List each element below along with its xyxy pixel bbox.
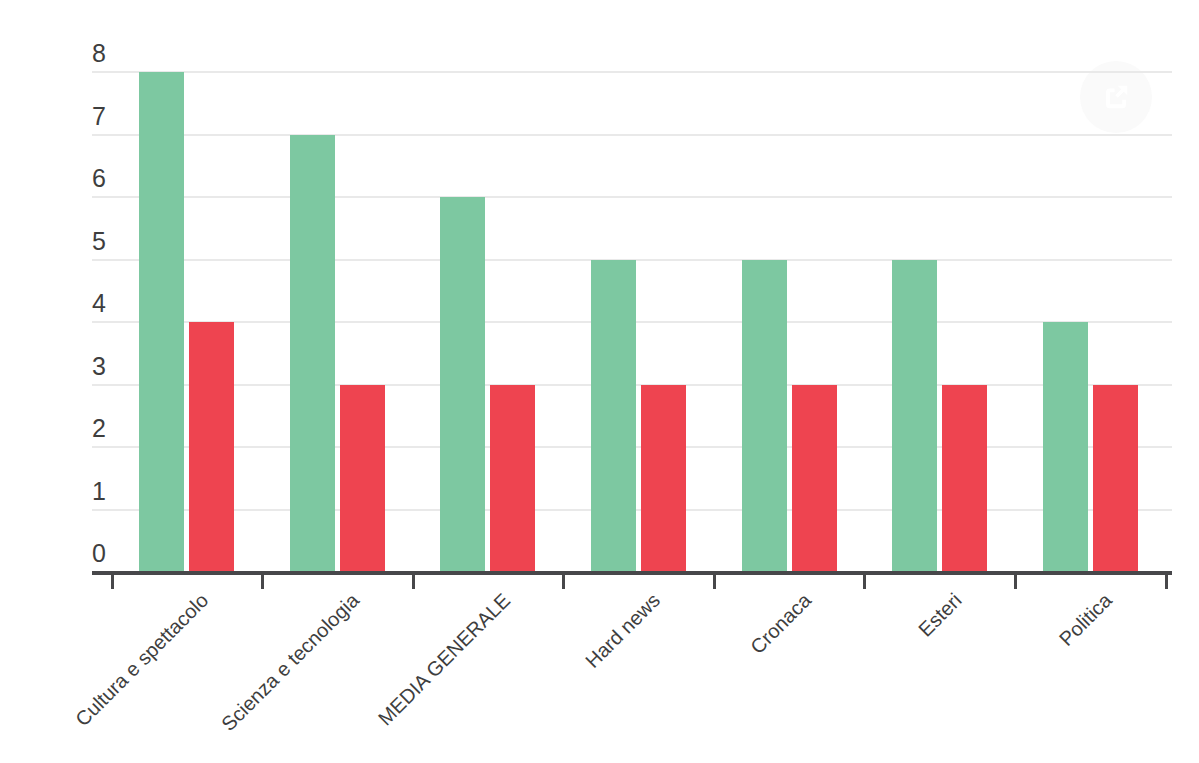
bar-red-series-3[interactable] (490, 385, 535, 573)
y-axis-tick-label: 1 (92, 479, 106, 504)
x-axis-tick (412, 575, 415, 589)
x-axis-tick (713, 575, 716, 589)
share-icon (1099, 80, 1133, 114)
x-axis-category-label: Politica (1055, 589, 1116, 650)
y-axis-tick-label: 7 (92, 104, 106, 129)
bar-green-series-3[interactable] (440, 197, 485, 572)
y-axis-tick-label: 8 (92, 41, 106, 66)
bar-red-series-6[interactable] (942, 385, 987, 573)
y-axis-tick-label: 3 (92, 354, 106, 379)
grouped-bar-chart: 0 1 2 3 4 5 6 7 8 Cultura e spettacoloScienza e t… (0, 0, 1199, 763)
y-axis-tick-label: 6 (92, 166, 106, 191)
bar-green-series-5[interactable] (742, 260, 787, 573)
bar-green-series-2[interactable] (290, 135, 335, 573)
bar-green-series-1[interactable] (139, 72, 184, 572)
y-axis-tick-label: 0 (92, 541, 106, 566)
x-axis-tick (261, 575, 264, 589)
gridline (92, 134, 1172, 136)
x-axis-category-label: MEDIA GENERALE (373, 589, 514, 730)
x-axis-category-label: Hard news (581, 589, 664, 672)
x-axis-tick (562, 575, 565, 589)
x-axis-tick (111, 575, 114, 589)
bar-red-series-1[interactable] (189, 322, 234, 572)
bar-red-series-4[interactable] (641, 385, 686, 573)
y-axis-tick-label: 5 (92, 229, 106, 254)
bar-green-series-4[interactable] (591, 260, 636, 573)
gridline (92, 71, 1172, 73)
x-axis-category-label: Cultura e spettacolo (72, 589, 213, 730)
x-axis-category-label: Scienza e tecnologia (217, 589, 363, 735)
bar-red-series-5[interactable] (792, 385, 837, 573)
bar-red-series-7[interactable] (1093, 385, 1138, 573)
bar-green-series-7[interactable] (1043, 322, 1088, 572)
x-axis-tick (1014, 575, 1017, 589)
x-axis-category-label: Cronaca (746, 589, 815, 658)
bar-red-series-2[interactable] (340, 385, 385, 573)
x-axis-tick (863, 575, 866, 589)
gridline (92, 196, 1172, 198)
x-axis-tick (1165, 575, 1168, 589)
bar-green-series-6[interactable] (892, 260, 937, 573)
y-axis-tick-label: 2 (92, 416, 106, 441)
y-axis-tick-label: 4 (92, 291, 106, 316)
x-axis-category-label: Esteri (914, 589, 966, 641)
x-axis-line (92, 571, 1172, 575)
